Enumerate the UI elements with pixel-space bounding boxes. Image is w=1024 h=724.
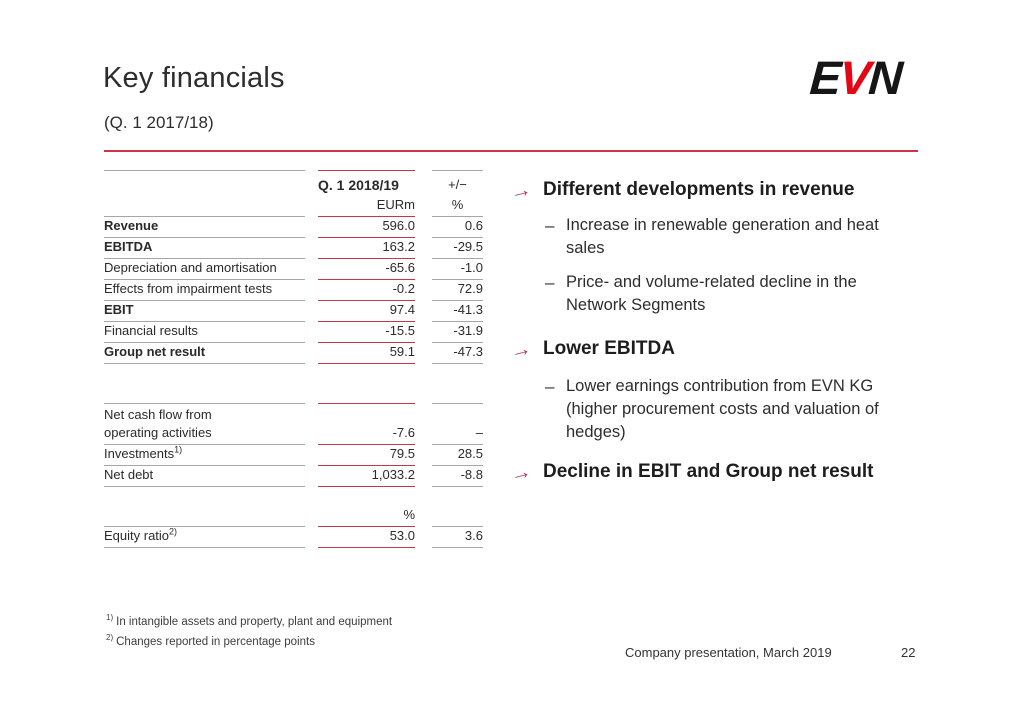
table-row-investments: Investments1) 79.5 28.5 <box>104 445 484 466</box>
row-value: -0.2 <box>318 281 415 301</box>
bullet-heading-ebitda: → Lower EBITDA <box>508 336 920 363</box>
bullet-subitem-text: Price- and volume-related decline in the… <box>566 273 857 314</box>
column-header-period: Q. 1 2018/19 <box>318 177 399 193</box>
table-row-net-cash-flow: Net cash flow from operating activities … <box>104 404 484 445</box>
key-messages: → Different developments in revenue – In… <box>508 177 920 486</box>
bullet-subitem-text: Lower earnings contribution from EVN KG … <box>566 377 879 441</box>
row-value: 59.1 <box>318 344 415 364</box>
row-value: 1,033.2 <box>318 467 415 487</box>
key-financials-table: Q. 1 2018/19 +/− EURm % Revenue 596.0 0.… <box>104 170 484 548</box>
row-value: 97.4 <box>318 302 415 322</box>
row-value: 163.2 <box>318 239 415 259</box>
unit-percent-equity: % <box>318 507 415 527</box>
bullet-heading-text: Lower EBITDA <box>543 338 675 359</box>
footnotes: 1) In intangible assets and property, pla… <box>106 610 392 650</box>
bullet-heading-revenue: → Different developments in revenue <box>508 177 920 204</box>
row-label: Group net result <box>104 344 305 364</box>
row-label: Effects from impairment tests <box>104 281 305 301</box>
bullet-heading-text: Decline in EBIT and Group net result <box>543 461 874 482</box>
table-row-ebitda: EBITDA 163.2 -29.5 <box>104 238 484 259</box>
footnote-marker: 1) <box>174 444 183 455</box>
row-change: -31.9 <box>432 323 483 343</box>
footnote-1: 1) In intangible assets and property, pla… <box>106 613 393 628</box>
logo-letter-v: V <box>837 51 871 104</box>
dash-icon: – <box>545 216 555 235</box>
row-label: Equity ratio2) <box>104 526 305 548</box>
row-label: Revenue <box>104 218 305 238</box>
row-change: 28.5 <box>432 446 483 466</box>
column-header-change: +/− <box>448 177 467 192</box>
row-value: 53.0 <box>318 528 415 548</box>
footnote-2: 2) Changes reported in percentage points <box>106 632 315 648</box>
table-row-revenue: Revenue 596.0 0.6 <box>104 217 484 238</box>
page-number: 22 <box>901 645 916 660</box>
table-row-net-debt: Net debt 1,033.2 -8.8 <box>104 466 484 487</box>
row-change: -41.3 <box>432 302 483 322</box>
row-change: 72.9 <box>432 281 483 301</box>
table-row-impairment: Effects from impairment tests -0.2 72.9 <box>104 280 484 301</box>
table-row-ebit: EBIT 97.4 -41.3 <box>104 301 484 322</box>
table-row-equity-ratio: Equity ratio2) 53.0 3.6 <box>104 527 484 548</box>
bullet-subitem-text: Increase in renewable generation and hea… <box>566 216 879 257</box>
row-change: -8.8 <box>432 467 483 487</box>
unit-percent: % <box>432 197 483 217</box>
row-value: 79.5 <box>318 446 415 466</box>
table-gap <box>104 487 484 506</box>
evn-logo: EVN <box>808 51 903 104</box>
bullet-subitem: – Increase in renewable generation and h… <box>545 214 920 260</box>
bullet-heading-ebit-decline: → Decline in EBIT and Group net result <box>508 459 920 486</box>
arrow-icon: → <box>507 459 534 487</box>
row-change: 0.6 <box>432 218 483 238</box>
logo-letter-e: E <box>808 51 842 104</box>
row-label: Financial results <box>104 323 305 343</box>
row-change: -29.5 <box>432 239 483 259</box>
unit-eurm: EURm <box>318 197 415 217</box>
row-label: Net cash flow from operating activities <box>104 406 305 445</box>
dash-icon: – <box>545 377 555 396</box>
row-label: Net debt <box>104 467 305 487</box>
bullet-subitem: – Lower earnings contribution from EVN K… <box>545 375 920 444</box>
row-label: Investments1) <box>104 444 305 466</box>
row-change: – <box>432 425 483 445</box>
row-change: -1.0 <box>432 260 483 280</box>
footnote-marker: 1) <box>106 613 114 622</box>
table-header-row: Q. 1 2018/19 +/− <box>104 171 484 196</box>
logo-letter-n: N <box>866 51 903 104</box>
bullet-subitem: – Price- and volume-related decline in t… <box>545 271 920 317</box>
footnote-marker: 2) <box>106 632 114 642</box>
table-row-financial-results: Financial results -15.5 -31.9 <box>104 322 484 343</box>
dash-icon: – <box>545 273 555 292</box>
row-value: -65.6 <box>318 260 415 280</box>
table-row-group-net-result: Group net result 59.1 -47.3 <box>104 343 484 364</box>
row-label: EBIT <box>104 302 305 322</box>
row-value: -15.5 <box>318 323 415 343</box>
table-units-row: EURm % <box>104 196 484 217</box>
table-section-spacer <box>104 364 484 404</box>
arrow-icon: → <box>507 336 534 364</box>
row-label: Depreciation and amortisation <box>104 260 305 280</box>
row-value: -7.6 <box>318 425 415 445</box>
row-change: 3.6 <box>432 528 483 548</box>
row-label: EBITDA <box>104 239 305 259</box>
page-subtitle: (Q. 1 2017/18) <box>104 113 214 132</box>
title-divider-rule <box>104 150 918 152</box>
page-title: Key financials <box>103 62 285 94</box>
bullet-heading-text: Different developments in revenue <box>543 179 855 200</box>
row-change: -47.3 <box>432 344 483 364</box>
row-value: 596.0 <box>318 218 415 238</box>
table-equity-unit-row: % <box>104 506 484 527</box>
footnote-marker: 2) <box>169 526 178 537</box>
footer-caption: Company presentation, March 2019 <box>625 645 832 660</box>
arrow-icon: → <box>507 177 534 205</box>
table-row-depreciation: Depreciation and amortisation -65.6 -1.0 <box>104 259 484 280</box>
